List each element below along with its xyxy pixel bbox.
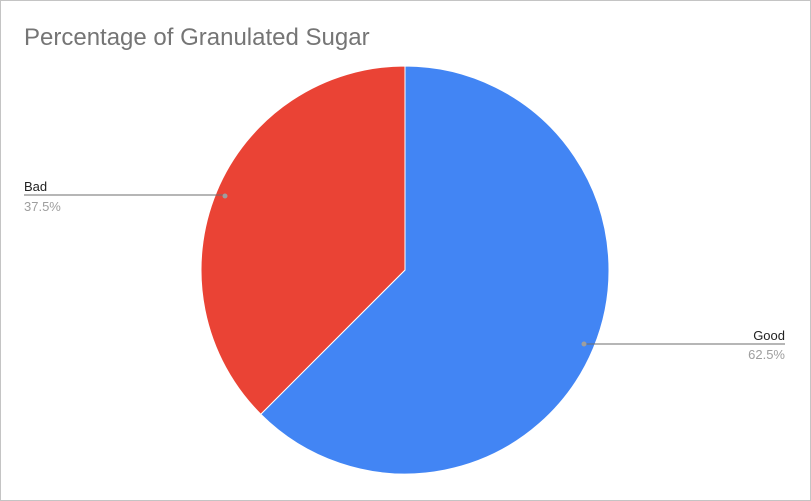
pie-slices bbox=[200, 65, 610, 475]
slice-value-good: 62.5% bbox=[748, 347, 785, 362]
label-group-good: Good 62.5% bbox=[581, 328, 785, 362]
slice-value-bad: 37.5% bbox=[24, 199, 61, 214]
slice-label-bad: Bad bbox=[24, 179, 47, 194]
chart-title: Percentage of Granulated Sugar bbox=[24, 24, 370, 51]
leader-dot-good bbox=[581, 341, 587, 347]
slice-label-good: Good bbox=[753, 328, 785, 343]
pie-slice-bad[interactable] bbox=[200, 65, 406, 415]
label-group-bad: Bad 37.5% bbox=[24, 179, 228, 214]
leader-dot-bad bbox=[222, 193, 228, 199]
pie-slice-good[interactable] bbox=[260, 65, 610, 475]
